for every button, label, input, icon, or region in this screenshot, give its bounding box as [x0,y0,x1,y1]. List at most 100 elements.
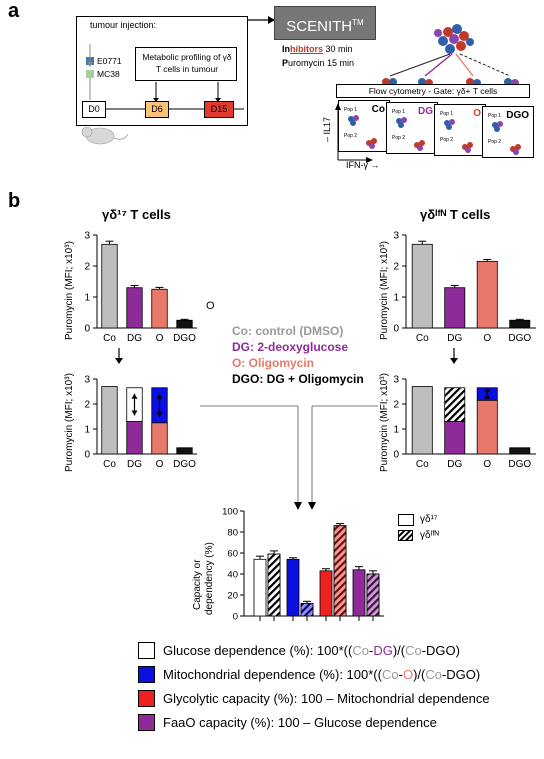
ifng-axis-label: IFN-γ → [346,160,380,170]
flow-card-dgo: DGO Pop 1 Pop 2 [482,106,534,158]
x-tick-label: O [156,459,164,470]
x-tick-label: Co [103,459,116,470]
chart-capacity-dependency: 0 20 40 60 80 100 [222,507,384,623]
bar-dgo [176,447,193,455]
legend-dg: DG: 2-deoxyglucose [232,340,349,354]
legend-o: O: Oligomycin [232,356,315,370]
bar-dg [444,421,466,455]
y-tick-label: 80 [227,528,238,539]
y-tick-label: 0 [393,324,399,335]
bar-o [151,422,168,455]
timeline-d15: D15 [204,101,234,118]
inhibitors-label: Inhibitors 30 min [282,44,353,54]
flow-card-label: DG [418,106,433,117]
formula-legend-swatch [138,641,155,659]
flow-cytometry-header: Flow cytometry - Gate: γδ+ T cells [336,84,530,98]
cap-ylabel-2: dependency (%) [204,542,215,615]
flow-card-pop2: Pop 2 [488,139,502,145]
x-tick-label: Co [416,333,429,344]
bar-co [101,386,118,455]
tumour-injection-label: tumour injection: [90,20,157,30]
cell-dot [350,120,356,126]
formula-text-part: FaaO capacity (%): 100 – Glucose depende… [163,714,437,730]
legend-co: Co: control (DMSO) [232,324,344,338]
y-tick-label: 3 [84,231,90,242]
flow-card-dots [492,121,521,155]
cell-dot [465,147,471,153]
chart-gd17-overlay-ylabel: Puromycin (MFI; x10³) [64,373,75,472]
formula-text-part: -DGO) [421,642,460,658]
legend-dgo: DGO: DG + Oligomycin [232,372,364,386]
bar-dgo [509,319,531,329]
arrow-head [484,393,491,399]
flow-card-label: Co [371,104,385,115]
mc38-swatch [86,70,94,78]
arrow-head [156,393,163,399]
x-tick-label: Co [103,333,116,344]
x-tick-label: DGO [173,333,196,344]
cell-dot [497,121,503,127]
y-tick-label: 0 [393,450,399,461]
x-tick-label: DGO [508,459,531,470]
chart-gd17-ylabel: Puromycin (MFI; x10³) [64,241,75,340]
metabolic-profiling-box [135,47,237,81]
bar-mitochondrial-dependence [286,558,300,617]
series-legend: γδ¹⁷ γδᴵᶠᴺ [398,512,439,544]
formula-text-part: Co [405,642,422,658]
x-tick-label: O [483,459,491,470]
y-tick-label: 0 [84,324,90,335]
x-tick-label: O [483,333,491,344]
formula-text-part: - [398,666,403,682]
timeline-d6: D6 [145,101,169,118]
gdifn-title: γδᴵᶠᴺ T cells [420,207,491,222]
bar-faao-capacity [352,569,366,617]
bar-mitochondrial-dependence-hatched [300,603,314,617]
y-tick-label: 3 [84,375,90,386]
cell-dot [369,143,375,149]
puromycin-time-label: Puromycin 15 min [282,58,355,68]
x-tick-label: DGO [173,459,196,470]
bar-dg [126,287,143,329]
arrow-head [156,411,163,417]
y-tick-label: 0 [84,450,90,461]
formula-text-part: Co [425,666,442,682]
y-tick-label: 2 [84,262,90,273]
bar-co [101,243,118,329]
flow-card-pop1: Pop 1 [392,109,406,115]
series-swatch-plain [398,513,414,526]
panel-b-letter: b [8,190,21,212]
formula-legend-row: FaaO capacity (%): 100 – Glucose depende… [138,712,437,732]
series-swatch-hatched [398,529,413,541]
x-tick-label: O [156,333,164,344]
y-tick-label: 1 [393,425,399,436]
y-tick-label: 2 [393,262,399,273]
timeline-d0: D0 [82,101,106,118]
y-tick-label: 1 [84,293,90,304]
flow-card-pop1: Pop 1 [488,113,502,119]
arrow-head [484,389,491,395]
flow-card-dg: DG Pop 1 Pop 2 [386,102,438,154]
formula-legend-swatch [138,665,155,683]
scenith-label: SCENITH [286,18,353,35]
bar-glycolytic-capacity-hatched [333,525,347,617]
formula-text-part: DG [373,642,393,658]
bar-dgo [176,319,193,329]
timeline-diagram [81,44,244,145]
scenith-tm: TM [352,18,364,27]
bar-glycolytic-capacity [319,570,333,617]
flow-card-dots [348,115,377,149]
cell-dot [446,124,452,130]
mc38-label: MC38 [97,69,120,79]
y-tick-label: 60 [227,549,238,560]
cell-dot [417,145,423,151]
metabolic-profiling-label: Metabolic profiling of γδ T cells in tum… [142,52,232,74]
formula-legend-row: Glucose dependence (%): 100*((Co - DG)/(Co… [138,640,460,660]
bar-glucose-dependence [253,558,267,617]
y-tick-label: 3 [393,375,399,386]
flow-card-pop2: Pop 2 [440,137,454,143]
formula-text-part: Co [352,642,369,658]
cell-dot [513,149,519,155]
formula-text-part: -DGO) [441,666,481,682]
